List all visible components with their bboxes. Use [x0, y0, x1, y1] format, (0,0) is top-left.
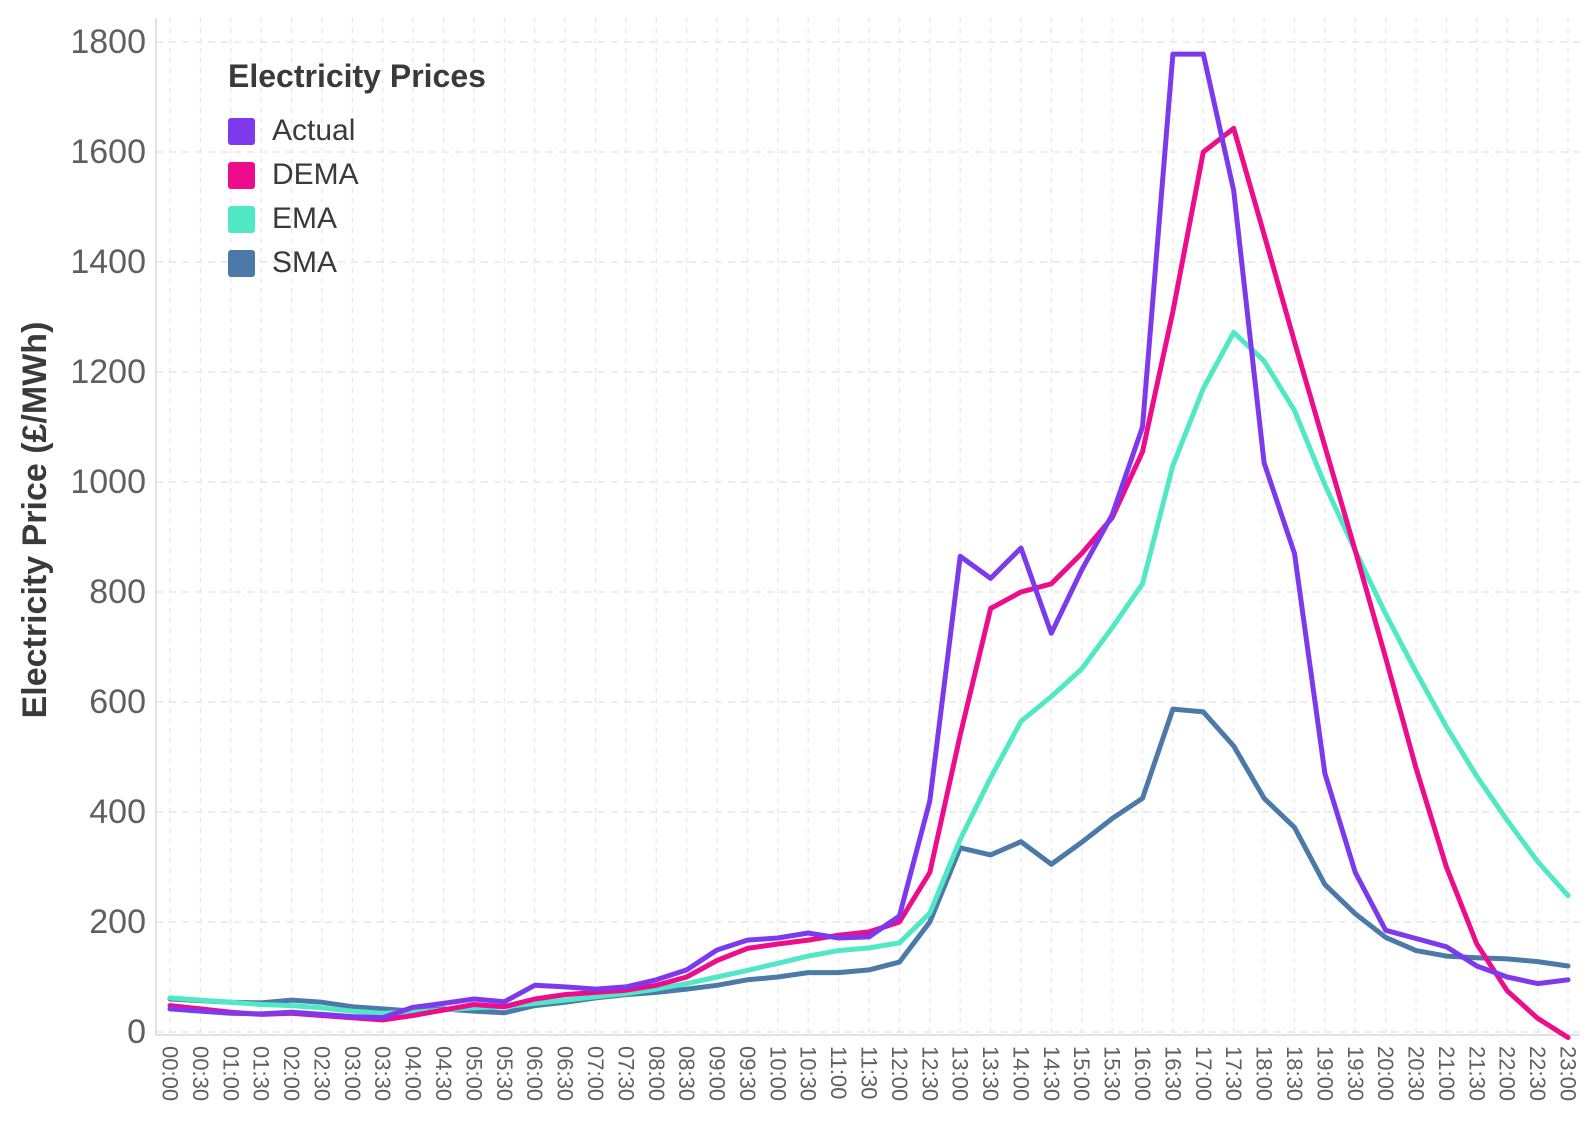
x-tick-label: 08:00: [644, 1046, 669, 1101]
x-tick-label: 21:00: [1434, 1046, 1459, 1101]
x-tick-label: 09:30: [735, 1046, 760, 1101]
legend-item-ema: EMA: [228, 197, 486, 241]
legend-swatch-dema: [228, 161, 255, 189]
y-tick-label: 1400: [70, 243, 146, 281]
x-tick-label: 14:30: [1039, 1046, 1064, 1101]
x-tick-label: 05:00: [461, 1046, 486, 1101]
x-tick-label: 11:00: [826, 1046, 851, 1099]
x-tick-label: 07:00: [583, 1046, 608, 1101]
x-tick-label: 22:00: [1495, 1046, 1520, 1101]
x-tick-label: 21:30: [1464, 1046, 1489, 1101]
x-tick-label: 13:30: [978, 1046, 1003, 1101]
legend-label: EMA: [272, 202, 338, 235]
legend-label: SMA: [272, 246, 338, 279]
x-tick-label: 18:30: [1282, 1046, 1307, 1101]
x-tick-label: 06:00: [522, 1046, 547, 1101]
series-actual-line: [167, 51, 1571, 1021]
x-tick-label: 03:30: [370, 1046, 395, 1101]
x-tick-label: 06:30: [553, 1046, 578, 1101]
legend-item-dema: DEMA: [228, 153, 486, 197]
x-tick-label: 23:00: [1556, 1046, 1581, 1101]
legend: Electricity Prices Actual DEMA EMA SMA: [228, 58, 486, 285]
legend-swatch-ema: [228, 205, 255, 233]
legend-item-actual: Actual: [228, 109, 486, 153]
y-tick-label: 1000: [70, 463, 146, 501]
legend-swatch-sma: [228, 249, 255, 277]
x-tick-label: 16:30: [1160, 1046, 1185, 1101]
x-tick-label: 17:00: [1191, 1046, 1216, 1101]
y-tick-label: 1600: [70, 133, 146, 171]
x-tick-label: 10:00: [765, 1046, 790, 1101]
x-tick-label: 13:00: [948, 1046, 973, 1101]
x-tick-label: 03:00: [340, 1046, 365, 1101]
y-axis-title: Electricity Price (£/MWh): [16, 321, 54, 719]
x-tick-label: 11:30: [857, 1046, 882, 1099]
x-tick-label: 17:30: [1221, 1046, 1246, 1101]
y-tick-label: 200: [89, 903, 146, 941]
x-tick-label: 14:00: [1008, 1046, 1033, 1101]
x-tick-label: 12:00: [887, 1046, 912, 1101]
x-tick-label: 12:30: [917, 1046, 942, 1101]
legend-items: Actual DEMA EMA SMA: [228, 109, 486, 285]
y-tick-label: 800: [89, 573, 146, 611]
x-tick-label: 20:00: [1373, 1046, 1398, 1101]
legend-label: Actual: [272, 114, 356, 147]
x-tick-label: 15:00: [1069, 1046, 1094, 1101]
x-tick-label: 18:00: [1252, 1046, 1277, 1101]
y-tick-label: 0: [127, 1013, 146, 1051]
x-tick-label: 16:00: [1130, 1046, 1155, 1101]
legend-item-sma: SMA: [228, 241, 486, 285]
legend-swatch-actual: [228, 117, 255, 145]
x-tick-label: 15:30: [1100, 1046, 1125, 1101]
y-tick-label: 1200: [70, 353, 146, 391]
x-tick-label: 20:30: [1404, 1046, 1429, 1101]
legend-title: Electricity Prices: [228, 58, 486, 94]
x-tick-label: 22:30: [1525, 1046, 1550, 1101]
x-tick-label: 00:30: [188, 1046, 213, 1101]
x-tick-label: 08:30: [674, 1046, 699, 1101]
y-tick-label: 600: [89, 683, 146, 721]
x-tick-label: 02:30: [309, 1046, 334, 1101]
x-tick-label: 02:00: [279, 1046, 304, 1101]
x-tick-label: 04:00: [401, 1046, 426, 1101]
x-tick-label: 07:30: [613, 1046, 638, 1101]
x-tick-label: 00:00: [158, 1046, 183, 1101]
x-tick-label: 05:30: [492, 1046, 517, 1101]
x-tick-label: 19:00: [1312, 1046, 1337, 1101]
x-tick-label: 09:00: [705, 1046, 730, 1101]
x-tick-label: 19:30: [1343, 1046, 1368, 1101]
x-tick-label: 10:30: [796, 1046, 821, 1101]
y-tick-label: 1800: [70, 23, 146, 61]
legend-label: DEMA: [272, 158, 359, 191]
x-tick-label: 01:00: [218, 1046, 243, 1101]
x-tick-label: 04:30: [431, 1046, 456, 1101]
series-dema-line: [167, 125, 1571, 1040]
y-tick-label: 400: [89, 793, 146, 831]
x-tick-label: 01:30: [249, 1046, 274, 1101]
